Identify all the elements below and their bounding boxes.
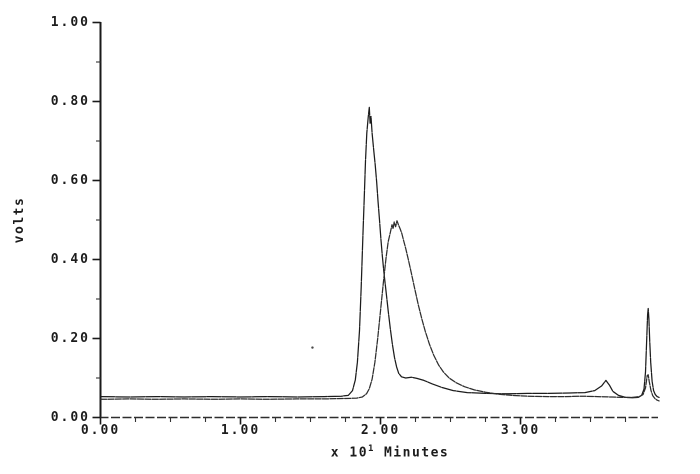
trace-broad-peak-path [99,220,660,402]
x-axis-title: x 101 Minutes [280,444,500,462]
x-tick-label: 1.00 [220,423,261,438]
scan-speckle [311,346,314,349]
x-tick-label: 2.00 [360,423,401,438]
y-tick-label: 0.20 [50,330,90,346]
trace-sharp-peak-path [99,106,660,399]
y-tick-label: 0.00 [50,409,90,425]
x-axis-title-exponent: 1 [368,444,375,454]
x-axis-title-prefix: x 10 [330,445,369,461]
x-tick-label: 3.00 [500,423,541,438]
y-axis-title: volts [12,196,27,244]
y-tick-label: 0.40 [50,251,90,267]
y-tick-label: 0.60 [50,172,90,188]
x-tick-label: 0.00 [80,423,121,438]
x-axis-title-unit: Minutes [383,445,450,461]
y-tick-label: 0.80 [50,93,90,109]
y-tick-label: 1.00 [50,14,90,30]
